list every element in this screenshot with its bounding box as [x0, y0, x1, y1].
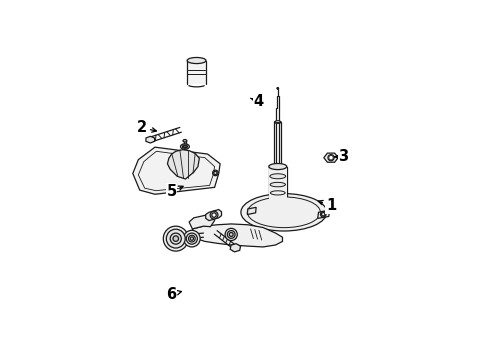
Polygon shape — [247, 207, 256, 215]
Polygon shape — [167, 150, 199, 179]
Text: 2: 2 — [137, 120, 156, 135]
Text: 1: 1 — [318, 198, 335, 213]
Polygon shape — [268, 167, 286, 212]
Circle shape — [229, 233, 233, 237]
Ellipse shape — [183, 140, 186, 142]
Polygon shape — [187, 60, 205, 84]
Polygon shape — [323, 153, 338, 162]
Polygon shape — [189, 215, 214, 229]
Ellipse shape — [180, 144, 189, 149]
Polygon shape — [138, 151, 214, 191]
Circle shape — [321, 212, 324, 216]
Circle shape — [213, 171, 217, 175]
Polygon shape — [145, 136, 154, 143]
Text: 5: 5 — [166, 184, 183, 199]
Polygon shape — [192, 224, 282, 247]
Polygon shape — [230, 244, 240, 252]
Circle shape — [211, 213, 216, 217]
Ellipse shape — [241, 194, 326, 231]
Circle shape — [186, 233, 197, 244]
Circle shape — [227, 231, 235, 238]
Text: 4: 4 — [250, 94, 264, 109]
Ellipse shape — [247, 197, 320, 228]
Circle shape — [212, 170, 218, 176]
Circle shape — [163, 226, 188, 251]
Circle shape — [183, 230, 200, 247]
Ellipse shape — [274, 121, 281, 123]
Ellipse shape — [268, 163, 286, 170]
Text: 6: 6 — [166, 287, 181, 302]
Ellipse shape — [182, 145, 187, 148]
Circle shape — [170, 233, 181, 244]
Ellipse shape — [270, 191, 285, 195]
Circle shape — [188, 235, 195, 242]
Circle shape — [320, 211, 325, 217]
Circle shape — [173, 236, 178, 242]
Circle shape — [224, 228, 237, 240]
Polygon shape — [317, 210, 329, 219]
Circle shape — [327, 155, 333, 161]
Ellipse shape — [269, 174, 285, 179]
Polygon shape — [205, 210, 221, 221]
Circle shape — [276, 87, 278, 89]
Text: 3: 3 — [334, 149, 348, 165]
Circle shape — [166, 229, 185, 248]
Ellipse shape — [183, 146, 186, 148]
Ellipse shape — [269, 183, 285, 187]
Ellipse shape — [275, 121, 280, 123]
Circle shape — [210, 211, 218, 219]
Polygon shape — [133, 147, 220, 194]
Ellipse shape — [187, 58, 205, 64]
Circle shape — [190, 237, 193, 240]
Circle shape — [328, 156, 332, 160]
